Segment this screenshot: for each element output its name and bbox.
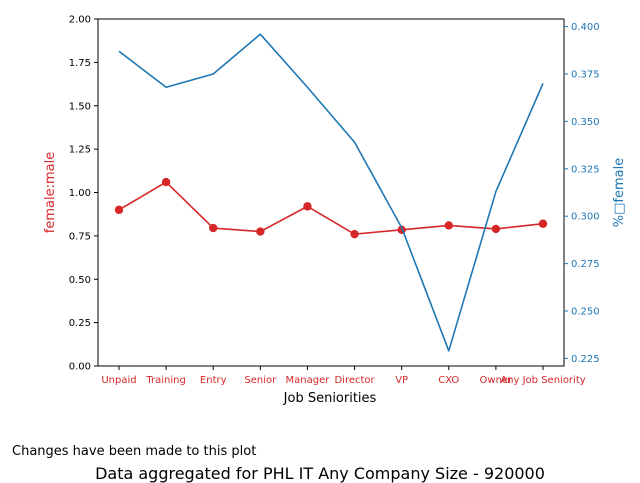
right-y-tick-label: 0.275 bbox=[571, 259, 600, 270]
right-y-tick-label: 0.375 bbox=[571, 69, 600, 80]
right-y-axis-title: %□female bbox=[612, 158, 627, 227]
plot-border bbox=[97, 18, 565, 367]
x-axis: Unpaid Training Entry Senior Manager Director… bbox=[101, 366, 586, 386]
left-y-tick-label: 0.25 bbox=[69, 318, 91, 329]
plot-area bbox=[97, 18, 565, 367]
x-tick-label: Owner bbox=[480, 375, 514, 386]
figure-caption: Data aggregated for PHL IT Any Company S… bbox=[95, 464, 545, 483]
right-y-axis: 0.225 0.250 0.275 0.300 0.325 0.350 0.375 0.400 bbox=[564, 22, 600, 365]
series-layer bbox=[114, 33, 548, 352]
left-y-tick-label: 0.75 bbox=[69, 231, 91, 242]
x-axis-title: Job Seniorities bbox=[283, 391, 377, 406]
series-right-line bbox=[118, 33, 544, 352]
plot-note: Changes have been made to this plot bbox=[12, 444, 257, 459]
x-tick-label: Manager bbox=[286, 375, 331, 386]
right-y-tick-label: 0.325 bbox=[571, 164, 600, 175]
series-left-line bbox=[118, 181, 544, 235]
left-y-tick-label: 0.50 bbox=[69, 275, 91, 286]
left-y-tick-label: 1.25 bbox=[69, 145, 91, 156]
right-y-tick-label: 0.350 bbox=[571, 117, 600, 128]
series-left-point bbox=[114, 205, 124, 215]
x-tick-label: Entry bbox=[200, 375, 227, 386]
left-y-tick-label: 1.50 bbox=[69, 101, 91, 112]
series-left-point bbox=[538, 219, 548, 228]
series-left-point bbox=[350, 229, 359, 239]
left-y-tick-label: 1.00 bbox=[69, 188, 91, 199]
series-left-point bbox=[303, 202, 312, 211]
left-y-tick-label: 1.75 bbox=[69, 58, 91, 69]
right-y-tick-label: 0.225 bbox=[571, 354, 600, 365]
right-y-tick-label: 0.250 bbox=[571, 307, 600, 318]
x-tick-label: Senior bbox=[244, 375, 277, 386]
x-tick-label: VP bbox=[395, 375, 408, 386]
series-left-point bbox=[161, 177, 171, 187]
right-y-tick-label: 0.300 bbox=[571, 212, 600, 223]
x-tick-label: Training bbox=[145, 375, 185, 386]
series-left-point bbox=[209, 223, 218, 233]
series-left-point bbox=[491, 224, 501, 234]
left-y-axis: 0.00 0.25 0.50 0.75 1.00 1.25 1.50 1.75 2.00 bbox=[69, 15, 98, 373]
x-tick-label: CXO bbox=[438, 375, 459, 386]
left-y-tick-label: 2.00 bbox=[69, 15, 91, 26]
series-left-point bbox=[256, 227, 265, 236]
left-y-tick-label: 0.00 bbox=[69, 362, 91, 373]
x-tick-label: Unpaid bbox=[101, 375, 136, 386]
left-y-axis-title: female:male bbox=[43, 152, 58, 233]
x-tick-label: Director bbox=[334, 375, 375, 386]
series-left-point bbox=[444, 221, 453, 230]
x-tick-label: Any Job Seniority bbox=[500, 375, 585, 386]
right-y-tick-label: 0.400 bbox=[571, 22, 600, 33]
